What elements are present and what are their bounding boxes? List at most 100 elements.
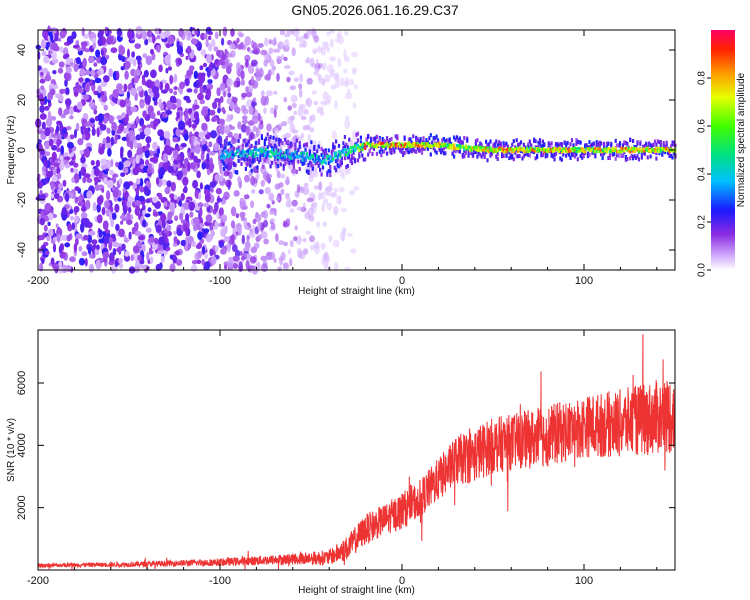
spectrogram-cell [197, 250, 202, 259]
spectrogram-cell [661, 148, 664, 152]
spectrogram-cell [332, 142, 335, 147]
spectrogram-cell [445, 138, 448, 143]
spectrogram-cell [281, 156, 284, 160]
spectrogram-cell [380, 142, 383, 145]
spectrogram-cell [232, 167, 236, 174]
spectrogram-cell [185, 213, 190, 223]
spectrogram-cell [224, 145, 227, 150]
spectrogram-cell [262, 147, 265, 151]
spectrogram-cell [346, 163, 349, 168]
spectrogram-cell [43, 55, 50, 64]
spectrogram-cell [495, 150, 498, 154]
spectrogram-cell [454, 137, 457, 142]
spectrogram-cell [412, 144, 415, 148]
spectrogram-cell [105, 54, 110, 60]
spectrogram-cell [214, 59, 219, 65]
spectrogram-cell [157, 250, 164, 255]
spectrogram-cell [630, 146, 633, 150]
spectrogram-cell [115, 161, 119, 168]
spectrogram-cell [77, 138, 84, 146]
spectrogram-cell [163, 130, 171, 139]
spectrogram-cell [214, 98, 221, 103]
spectrogram-cell [303, 33, 308, 39]
spectrogram-cell [416, 144, 419, 148]
spectrogram-cell [415, 139, 418, 144]
spectrogram-cell [256, 148, 259, 152]
spectrogram-cell [380, 146, 383, 151]
spectrogram-cell [51, 145, 58, 151]
spectrogram-cell [253, 147, 256, 151]
spectrogram-cell [279, 149, 282, 153]
spectrogram-cell [406, 148, 409, 153]
spectrogram-cell [189, 162, 196, 170]
spectrogram-cell [632, 139, 635, 143]
spectrogram-cell [333, 145, 336, 150]
spectrogram-cell [268, 136, 271, 141]
spectrogram-cell [295, 36, 300, 42]
spectrogram-cell [48, 138, 54, 147]
spectrogram-cell [637, 157, 641, 162]
spectrogram-cell [607, 141, 610, 146]
spectrogram-cell [604, 148, 607, 152]
spectrogram-cell [576, 149, 579, 153]
spectrogram-cell [429, 152, 432, 157]
spectrogram-cell [266, 150, 269, 154]
spectrogram-cell [273, 48, 280, 53]
spectrogram-cell [178, 212, 184, 221]
spectrogram-cell [323, 158, 326, 162]
spectrogram-cell [88, 56, 95, 63]
spectrogram-cell [268, 39, 272, 45]
spectrogram-cell [464, 146, 467, 150]
spectrogram-cell [220, 158, 223, 163]
spectrogram-cell [262, 153, 265, 158]
spectrogram-cell [620, 152, 623, 157]
spectrogram-cell [262, 164, 265, 169]
spectrogram-cell [311, 166, 314, 171]
spectrogram-cell [601, 150, 604, 154]
spectrogram-cell [661, 146, 664, 150]
spectrogram-cell [598, 144, 601, 148]
spectrogram-cell [455, 146, 459, 150]
spectrogram-cell [143, 69, 149, 78]
spectrogram-cell [321, 165, 325, 170]
spectrogram-cell [294, 142, 297, 147]
spectrogram-cell [56, 172, 62, 180]
spectrogram-cell [519, 147, 523, 151]
spectrogram-cell [332, 239, 340, 248]
spectrogram-cell [249, 256, 257, 264]
spectrogram-cell [187, 151, 192, 158]
spectrogram-cell [170, 181, 176, 192]
spectrogram-cell [278, 137, 281, 142]
spectrogram-cell [271, 65, 277, 71]
spectrogram-cell [56, 138, 61, 148]
spectrogram-cell [266, 152, 269, 157]
spectrogram-cell [124, 98, 130, 104]
spectrogram-cell [191, 123, 197, 129]
spectrogram-cell [214, 220, 219, 230]
spectrogram-cell [479, 152, 482, 157]
spectrogram-cell [260, 231, 268, 239]
spectrogram-cell [546, 148, 549, 152]
spectrogram-cell [611, 152, 614, 157]
spectrogram-cell [351, 146, 354, 149]
spectrogram-cell [144, 127, 151, 137]
spectrogram-cell [623, 140, 626, 145]
spectrogram-cell [238, 44, 245, 50]
spectrogram-cell [279, 138, 282, 143]
spectrogram-cell [283, 56, 288, 62]
spectrogram-cell [110, 136, 115, 146]
spectrogram-cell [506, 149, 509, 154]
spectrogram-cell [103, 235, 110, 245]
spectrogram-cell [102, 115, 109, 124]
spectrogram-cell [140, 102, 145, 108]
spectrogram-cell [572, 143, 575, 148]
spectrogram-cell [387, 139, 390, 144]
spectrogram-cell [58, 61, 65, 68]
spectrogram-cell [502, 141, 505, 146]
spectrogram-cell [134, 200, 142, 206]
spectrogram-cell [270, 218, 276, 223]
spectrogram-cell [473, 146, 476, 150]
spectrogram-cell [296, 206, 304, 211]
spectrogram-cell [419, 148, 422, 153]
spectrogram-cell [648, 149, 651, 153]
